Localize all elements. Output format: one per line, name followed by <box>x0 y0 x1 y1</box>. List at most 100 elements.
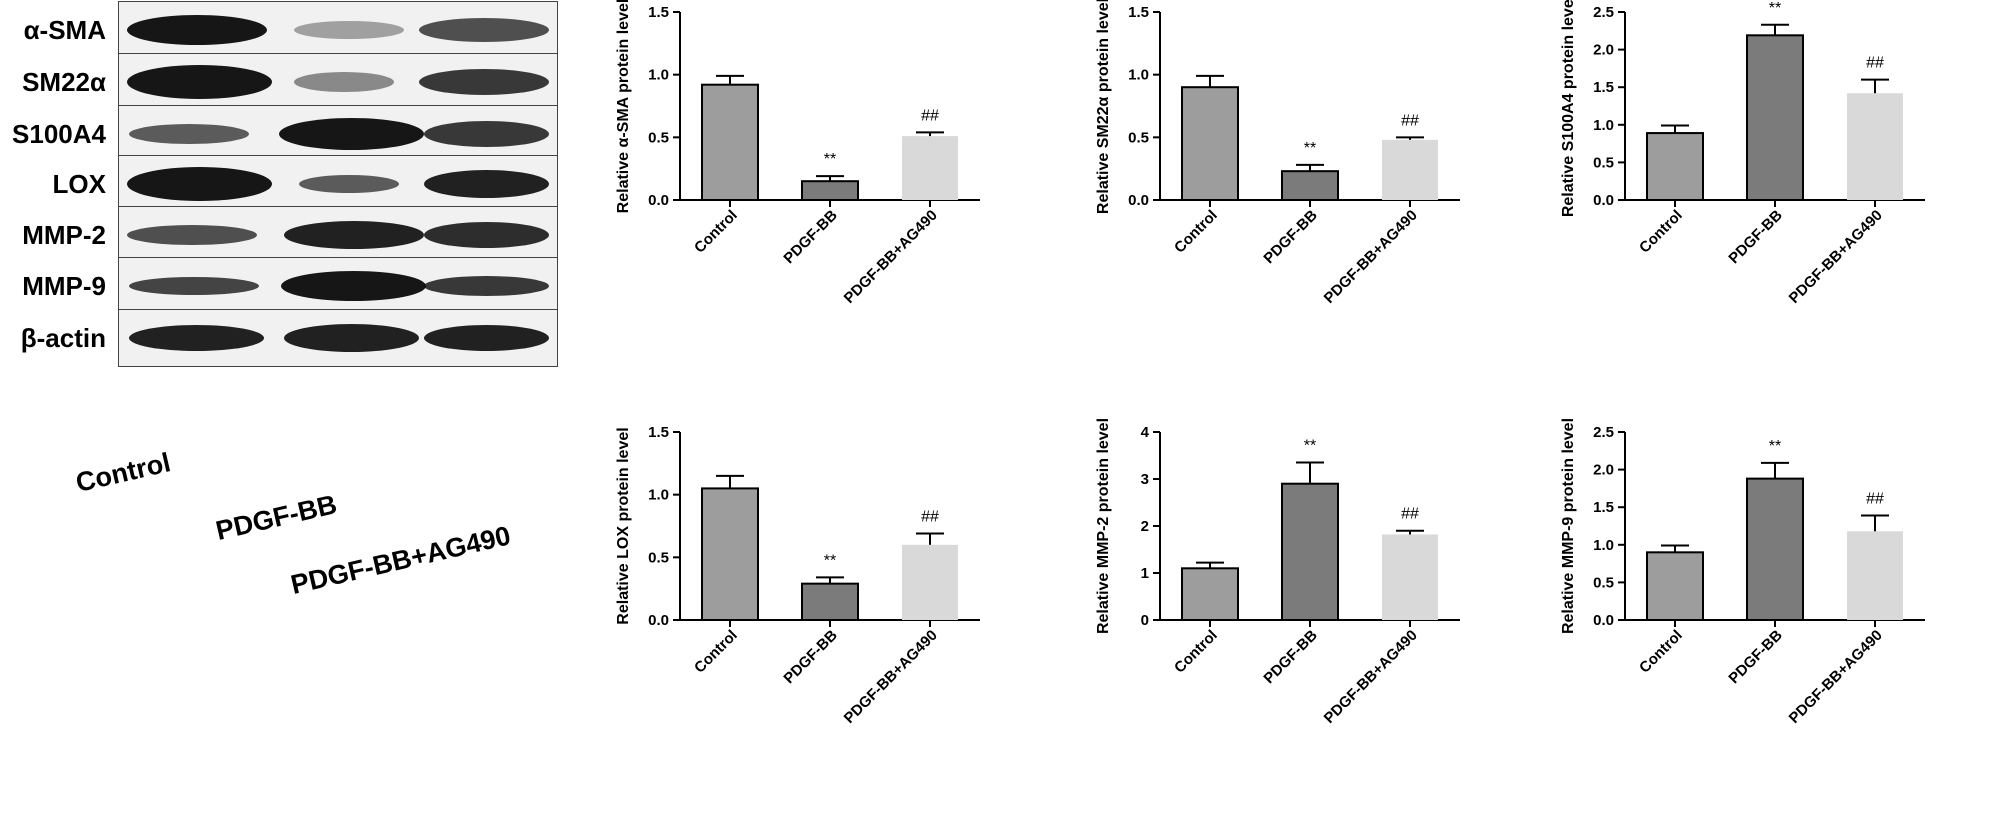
x-tick-label: PDGF-BB <box>1725 627 1785 687</box>
lane-label-control: Control <box>73 447 174 499</box>
y-tick-label: 1.5 <box>1593 499 1614 516</box>
significance-label: ** <box>824 552 836 569</box>
y-tick-label: 1.5 <box>648 4 669 21</box>
y-axis-title: Relative SM22α protein level <box>1095 0 1112 214</box>
y-axis-title: Relative S100A4 protein level <box>1560 0 1577 217</box>
blot-row-label: LOX <box>52 169 106 199</box>
blot-band <box>419 18 549 42</box>
y-tick-label: 1.0 <box>648 67 669 84</box>
blot-band <box>424 325 549 351</box>
blot-row-label: S100A4 <box>12 119 106 149</box>
bar-1 <box>1646 551 1704 622</box>
bar-2 <box>801 180 859 201</box>
y-axis-title: Relative LOX protein level <box>615 427 632 624</box>
significance-label: ** <box>1304 438 1316 455</box>
y-tick-label: 0.5 <box>1593 574 1614 591</box>
blot-row: β-actin <box>0 308 570 368</box>
western-blot-panel: α-SMA SM22α S100A4 LOX MMP-2 <box>0 0 570 600</box>
y-tick-label: 0.5 <box>1128 129 1149 146</box>
blot-image <box>118 1 558 59</box>
y-tick-label: 1.5 <box>1593 79 1614 96</box>
blot-row: S100A4 <box>0 104 570 164</box>
x-tick-label: Control <box>1171 627 1221 677</box>
blot-row: MMP-9 <box>0 256 570 316</box>
blot-image <box>118 309 558 367</box>
x-tick-label: PDGF-BB+AG490 <box>1321 207 1421 307</box>
chart-lox: 0.0 0.5 1.0 1.5 Relative LOX protein level Co… <box>600 420 1060 828</box>
x-tick-label: PDGF-BB <box>1260 207 1320 267</box>
blot-band <box>281 271 426 301</box>
bar-3 <box>1847 93 1903 200</box>
blot-band <box>294 72 394 92</box>
blot-row: MMP-2 <box>0 205 570 265</box>
y-tick-label: 2 <box>1141 518 1149 535</box>
x-tick-label: PDGF-BB <box>1725 207 1785 267</box>
blot-band <box>424 222 549 248</box>
y-tick-label: 0.0 <box>1593 612 1614 629</box>
y-tick-label: 1.5 <box>648 424 669 441</box>
chart-lox-svg: 0.0 0.5 1.0 1.5 Relative LOX protein level Co… <box>615 424 980 727</box>
x-tick-label: PDGF-BB <box>780 207 840 267</box>
blot-band <box>424 121 549 147</box>
blot-row-label: β-actin <box>20 323 106 353</box>
blot-band <box>424 170 549 198</box>
bar-3 <box>1382 139 1438 200</box>
y-tick-label: 0 <box>1141 612 1149 629</box>
bar-2 <box>1281 170 1339 202</box>
y-tick-label: 2.5 <box>1593 4 1614 21</box>
y-tick-label: 1.0 <box>1128 67 1149 84</box>
blot-band <box>127 65 272 99</box>
significance-label: ** <box>824 151 836 168</box>
bar-1 <box>701 83 759 201</box>
blot-band <box>279 118 424 150</box>
x-tick-label: PDGF-BB+AG490 <box>1786 627 1886 727</box>
significance-label: ## <box>1401 506 1419 523</box>
y-tick-label: 0.5 <box>648 129 669 146</box>
y-tick-label: 4 <box>1141 424 1150 441</box>
y-tick-label: 2.0 <box>1593 462 1614 479</box>
x-tick-label: PDGF-BB+AG490 <box>1786 207 1886 307</box>
y-tick-label: 1.0 <box>1593 117 1614 134</box>
chart-mmp-9: 0.0 0.5 1.0 1.5 2.0 2.5 Relative MMP-9 protein… <box>1545 418 2005 828</box>
bar-3 <box>902 136 958 200</box>
x-tick-label: Control <box>691 627 741 677</box>
x-tick-label: Control <box>1636 627 1686 677</box>
significance-label: ## <box>921 107 939 124</box>
y-axis-title: Relative MMP-9 protein level <box>1560 418 1577 634</box>
y-axis-title: Relative α-SMA protein level <box>615 0 632 213</box>
x-tick-label: Control <box>691 207 741 257</box>
x-tick-label: PDGF-BB <box>780 627 840 687</box>
chart-mmp-9-svg: 0.0 0.5 1.0 1.5 2.0 2.5 Relative MMP-9 protein… <box>1560 418 1925 727</box>
bar-2 <box>1746 477 1804 622</box>
significance-label: ** <box>1769 438 1781 455</box>
blot-band <box>127 167 272 201</box>
y-tick-label: 0.0 <box>1128 192 1149 209</box>
blot-row: SM22α <box>0 52 570 112</box>
blot-band <box>284 221 424 249</box>
y-tick-label: 0.0 <box>648 192 669 209</box>
blot-band <box>299 175 399 193</box>
bar-2 <box>801 582 859 622</box>
blot-band <box>129 325 264 351</box>
blot-band <box>129 277 259 295</box>
blot-band <box>129 124 249 144</box>
x-tick-label: Control <box>1171 207 1221 257</box>
lane-label-pdgf-bb-ag490: PDGF-BB+AG490 <box>288 520 514 601</box>
y-tick-label: 0.5 <box>1593 154 1614 171</box>
bar-3 <box>1847 531 1903 620</box>
chart-sm22a-svg: 0.0 0.5 1.0 1.5 Relative SM22α protein level… <box>1095 0 1460 307</box>
significance-label: ** <box>1769 0 1781 17</box>
y-tick-label: 3 <box>1141 471 1149 488</box>
significance-label: ## <box>1866 55 1884 72</box>
blot-band <box>284 324 419 352</box>
blot-row-label: MMP-2 <box>22 220 106 250</box>
y-tick-label: 2.5 <box>1593 424 1614 441</box>
bar-3 <box>1382 534 1438 620</box>
blot-image <box>118 257 558 315</box>
bar-2 <box>1281 482 1339 622</box>
chart-mmp-2: 0 1 2 3 4 Relative MMP-2 protein level Control… <box>1080 418 1540 828</box>
chart-sm22a: 0.0 0.5 1.0 1.5 Relative SM22α protein level… <box>1080 0 1540 420</box>
significance-label: ## <box>1866 490 1884 507</box>
blot-band <box>419 69 549 95</box>
chart-alpha-sma-svg: 0.0 0.5 1.0 1.5 Relative α-SMA protein level… <box>615 0 980 307</box>
